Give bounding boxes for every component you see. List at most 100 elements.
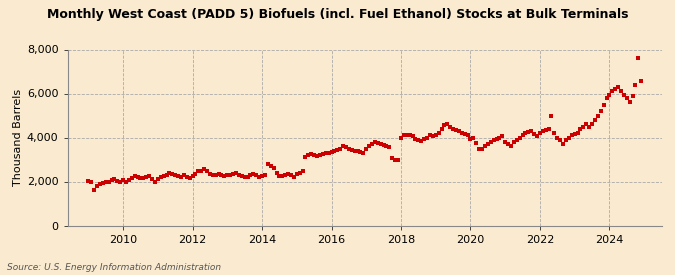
Point bbox=[161, 173, 172, 177]
Point bbox=[633, 56, 644, 60]
Point bbox=[517, 133, 528, 138]
Point bbox=[115, 180, 126, 184]
Point bbox=[445, 124, 456, 129]
Point bbox=[375, 142, 386, 146]
Point bbox=[477, 146, 487, 151]
Point bbox=[500, 140, 510, 144]
Point bbox=[361, 146, 372, 151]
Point bbox=[410, 136, 421, 141]
Point bbox=[308, 153, 319, 157]
Point bbox=[190, 172, 201, 176]
Point bbox=[575, 126, 586, 131]
Point bbox=[245, 173, 256, 177]
Point bbox=[121, 179, 132, 184]
Point bbox=[389, 157, 400, 162]
Point bbox=[512, 138, 522, 142]
Point bbox=[280, 173, 291, 177]
Point bbox=[636, 79, 647, 84]
Point bbox=[601, 96, 612, 100]
Point bbox=[297, 168, 308, 173]
Point bbox=[254, 175, 265, 179]
Point bbox=[535, 131, 545, 135]
Point bbox=[448, 126, 458, 131]
Point bbox=[315, 153, 325, 157]
Point bbox=[549, 131, 560, 135]
Point bbox=[329, 148, 340, 153]
Point bbox=[569, 132, 580, 136]
Point bbox=[555, 138, 566, 142]
Point bbox=[387, 156, 398, 161]
Point bbox=[141, 175, 152, 179]
Point bbox=[124, 178, 134, 183]
Point bbox=[106, 178, 117, 182]
Point bbox=[132, 175, 143, 179]
Point bbox=[101, 180, 111, 185]
Point bbox=[381, 144, 392, 148]
Point bbox=[558, 142, 568, 146]
Point bbox=[529, 132, 539, 136]
Point bbox=[277, 174, 288, 178]
Point bbox=[471, 141, 482, 145]
Point bbox=[219, 174, 230, 178]
Point bbox=[622, 96, 632, 100]
Point bbox=[306, 152, 317, 156]
Point bbox=[332, 147, 343, 152]
Point bbox=[624, 100, 635, 104]
Text: Monthly West Coast (PADD 5) Biofuels (incl. Fuel Ethanol) Stocks at Bulk Termina: Monthly West Coast (PADD 5) Biofuels (in… bbox=[47, 8, 628, 21]
Point bbox=[506, 144, 516, 148]
Point bbox=[303, 153, 314, 157]
Point bbox=[178, 173, 189, 178]
Point bbox=[167, 172, 178, 176]
Point bbox=[288, 175, 299, 179]
Point bbox=[479, 144, 490, 148]
Point bbox=[86, 180, 97, 185]
Point bbox=[283, 172, 294, 176]
Point bbox=[442, 122, 453, 127]
Point bbox=[485, 140, 496, 144]
Point bbox=[231, 171, 242, 175]
Point bbox=[263, 162, 273, 166]
Point bbox=[251, 173, 262, 178]
Y-axis label: Thousand Barrels: Thousand Barrels bbox=[13, 89, 23, 186]
Point bbox=[508, 140, 519, 144]
Point bbox=[294, 170, 305, 175]
Point bbox=[346, 147, 357, 152]
Point bbox=[271, 170, 282, 175]
Point bbox=[526, 129, 537, 133]
Point bbox=[364, 144, 375, 148]
Point bbox=[404, 133, 415, 138]
Point bbox=[369, 140, 380, 144]
Point bbox=[396, 135, 406, 140]
Point bbox=[144, 174, 155, 178]
Point bbox=[552, 135, 563, 140]
Point bbox=[213, 172, 224, 176]
Point bbox=[503, 142, 514, 146]
Point bbox=[187, 174, 198, 178]
Point bbox=[436, 126, 447, 131]
Point bbox=[341, 145, 352, 150]
Point bbox=[540, 128, 551, 132]
Point bbox=[627, 94, 638, 98]
Point bbox=[164, 171, 175, 175]
Point bbox=[88, 188, 99, 192]
Point bbox=[182, 175, 192, 179]
Point bbox=[580, 122, 591, 127]
Point bbox=[532, 134, 543, 139]
Point bbox=[598, 102, 609, 107]
Point bbox=[425, 133, 435, 138]
Point bbox=[564, 135, 574, 140]
Point bbox=[349, 148, 360, 153]
Point bbox=[207, 173, 218, 177]
Point bbox=[610, 87, 620, 91]
Point bbox=[497, 134, 508, 139]
Point bbox=[393, 157, 404, 162]
Point bbox=[103, 179, 114, 184]
Point bbox=[126, 176, 137, 180]
Point bbox=[193, 169, 204, 173]
Point bbox=[593, 113, 603, 118]
Point bbox=[323, 151, 334, 156]
Point bbox=[92, 184, 103, 189]
Point bbox=[312, 154, 323, 158]
Point bbox=[173, 174, 184, 178]
Point bbox=[196, 168, 207, 173]
